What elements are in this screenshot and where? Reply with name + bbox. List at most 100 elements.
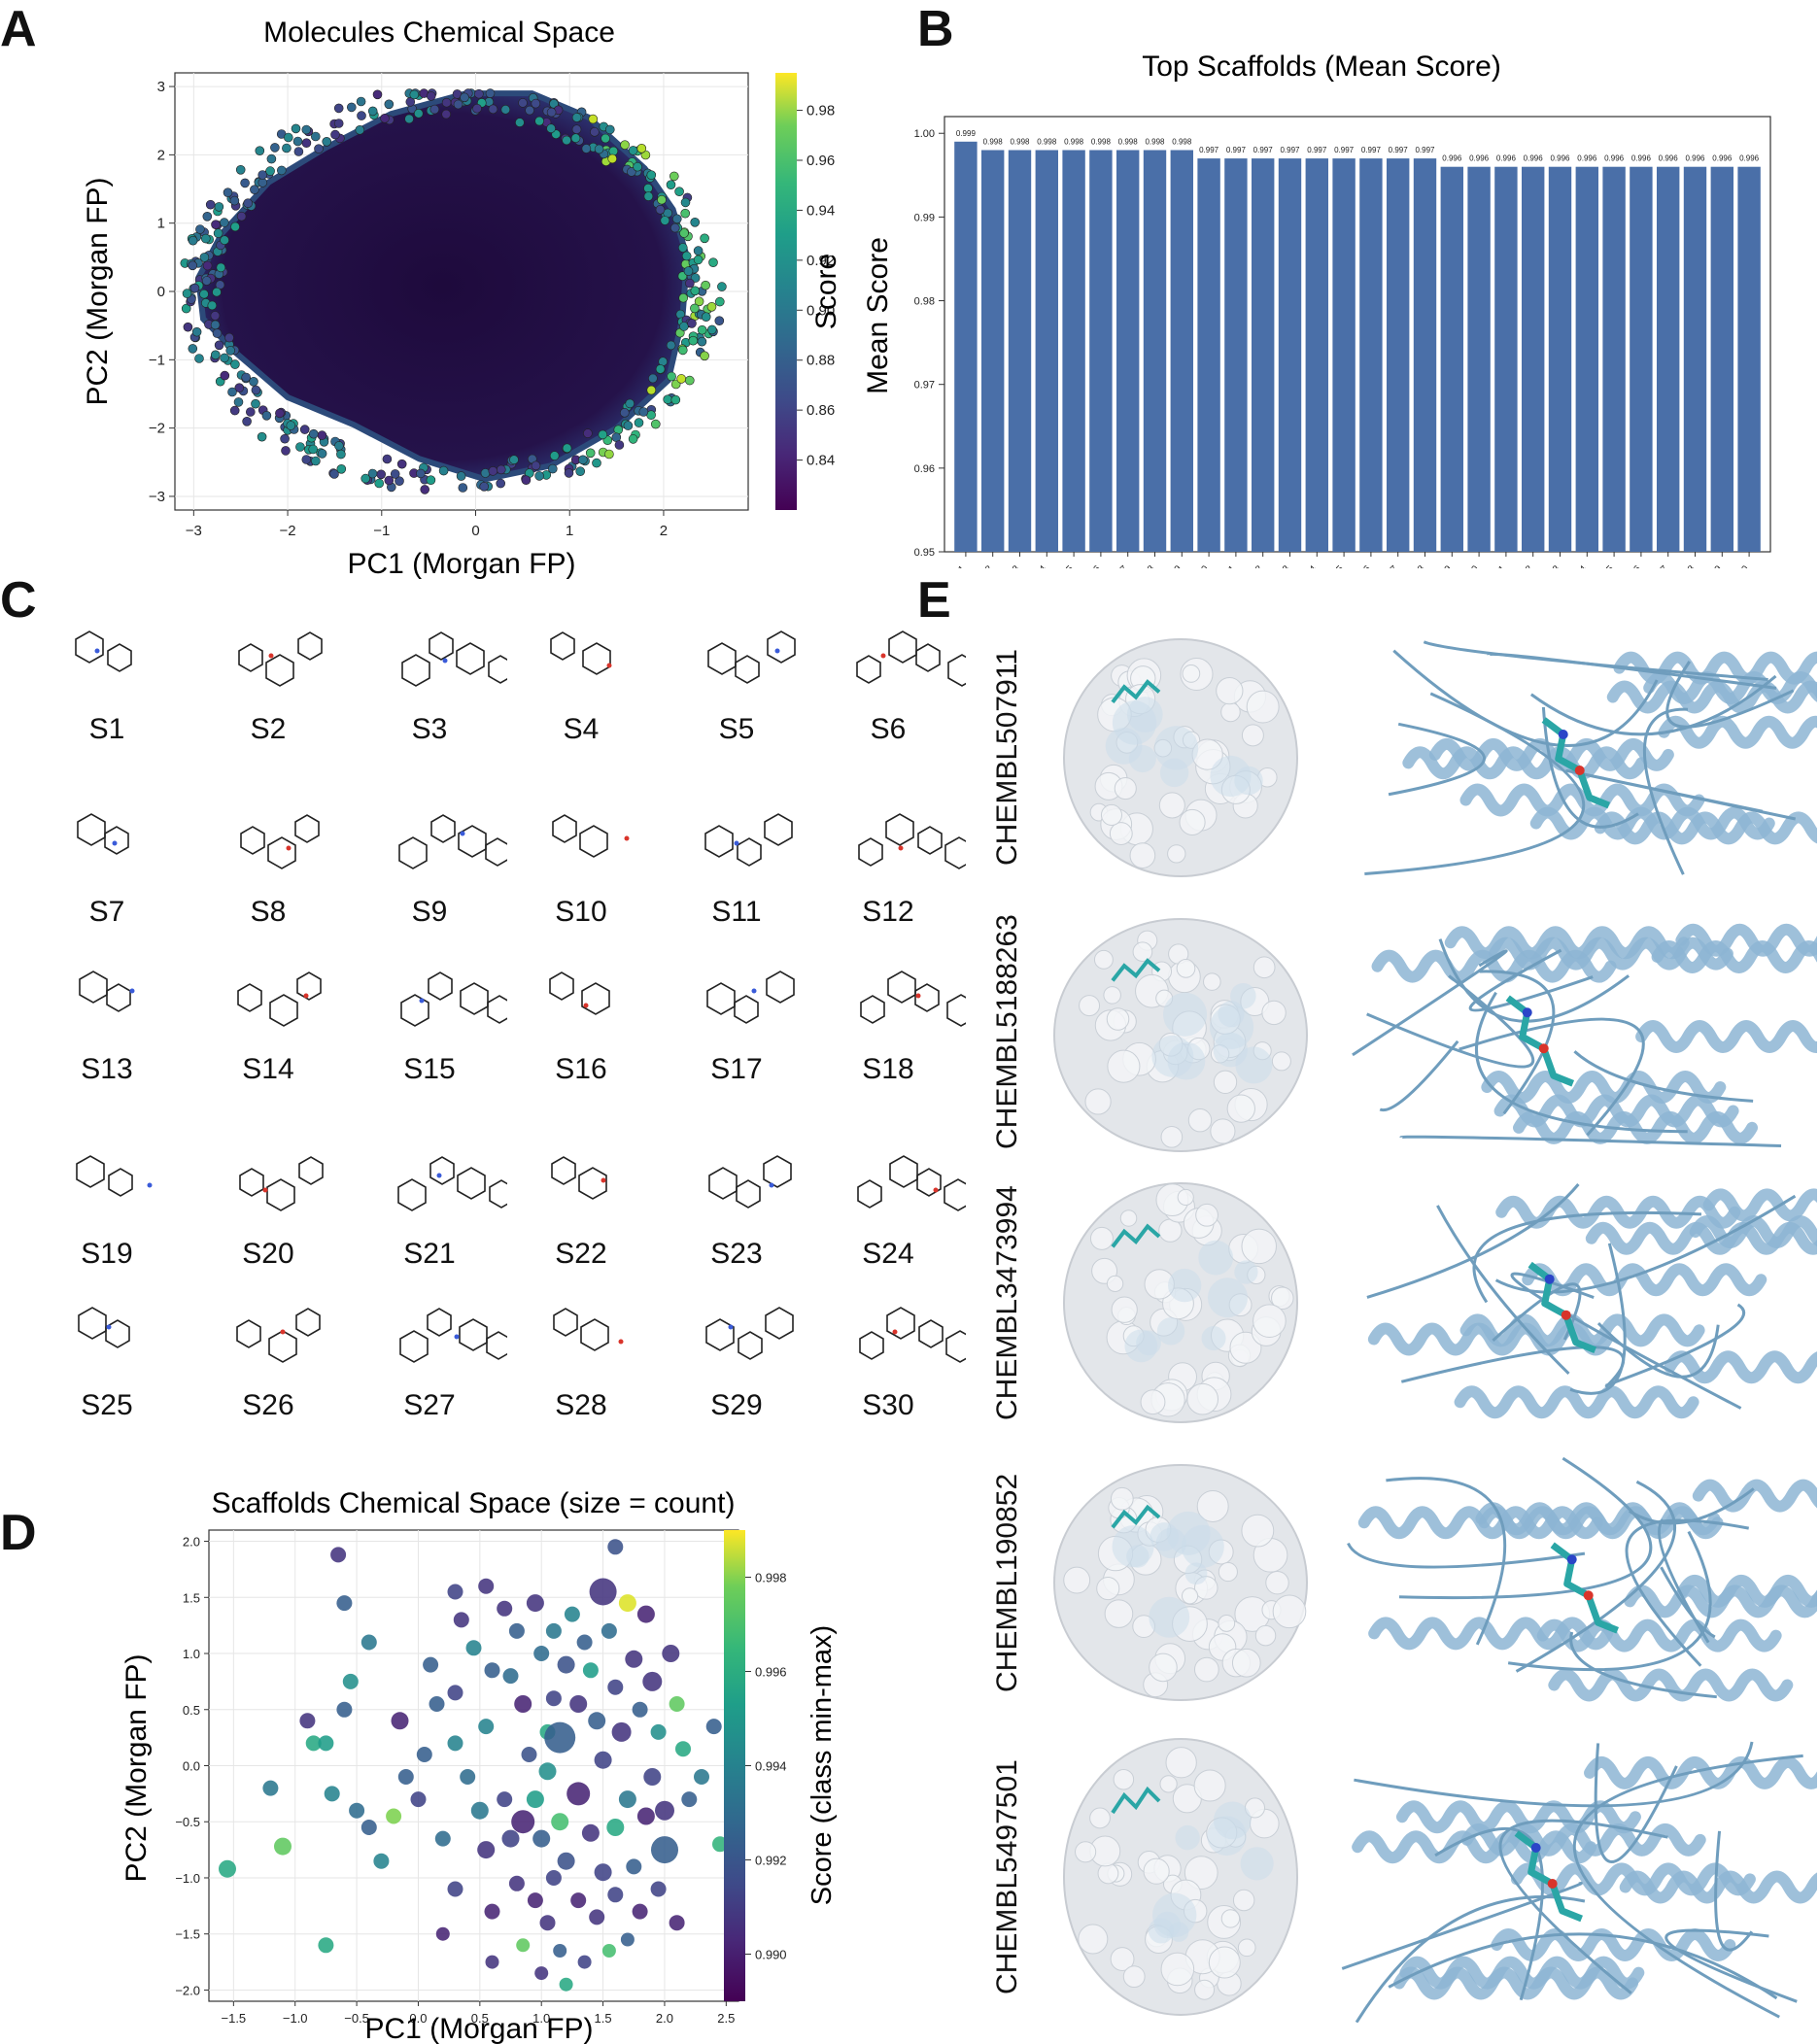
chart-b-data-label: 0.998 <box>1091 137 1112 146</box>
chart-a-point <box>479 481 490 492</box>
chart-d-point <box>681 1791 698 1808</box>
scaffold-bonds <box>79 971 131 1012</box>
scaffold-ring <box>707 642 737 675</box>
chart-a-point <box>575 466 586 477</box>
chart-b-bar <box>1522 166 1545 552</box>
chart-a-point <box>308 444 318 455</box>
chart-d-xtick-label: −0.5 <box>344 2011 369 2026</box>
scaffold-ring <box>885 813 914 846</box>
chart-a-point <box>236 211 247 221</box>
chart-a-point <box>700 233 709 244</box>
chart-a-point <box>633 161 642 172</box>
chart-a-point <box>594 144 604 154</box>
ligand-in-pocket <box>1111 1223 1161 1248</box>
surface-lobe <box>1158 792 1185 819</box>
surface-lobe <box>1093 949 1114 970</box>
loop <box>1605 1303 1745 1387</box>
scaffold-bonds <box>705 1307 794 1360</box>
surface-lobe <box>1063 1566 1091 1594</box>
chart-d-ytick-label: 0.5 <box>183 1703 200 1718</box>
chart-b-ytick-label: 1.00 <box>914 128 935 140</box>
chart-b-data-label: 0.996 <box>1659 154 1679 163</box>
chart-b-bar <box>1494 166 1518 552</box>
protein-cartoon-view <box>1364 640 1817 875</box>
chart-d-point <box>484 1903 500 1920</box>
scaffold-ring <box>889 1155 918 1188</box>
chart-a-point <box>336 449 346 460</box>
scaffold-ring <box>236 1319 261 1348</box>
chart-a-colorbar-tick-label: 0.96 <box>807 153 835 169</box>
scaffold-ring <box>765 1307 794 1340</box>
chart-a-point <box>261 410 272 421</box>
chart-a-ytick-label: −1 <box>149 352 165 368</box>
chart-a-point <box>472 103 482 114</box>
chart-a-point <box>643 191 654 201</box>
chart-a-point <box>687 319 697 328</box>
chart-a-point <box>210 320 221 330</box>
chart-d-point <box>485 1955 499 1969</box>
surface-lobe <box>1114 777 1137 801</box>
chart-a-xtick-label: 0 <box>471 523 479 539</box>
chart-a-point <box>257 431 267 442</box>
chart-b-bar <box>1657 166 1680 552</box>
chart-a-point <box>714 296 725 307</box>
protein-cartoon-view <box>1366 1183 1817 1419</box>
loop <box>1436 1205 1570 1376</box>
loop <box>1479 970 1556 1115</box>
scaffold-ring <box>918 1319 944 1348</box>
chart-a-point <box>301 124 312 135</box>
chart-d-point <box>497 1600 513 1617</box>
chart-a-point <box>376 469 387 480</box>
surface-lobe <box>1159 1775 1178 1793</box>
chart-a-point <box>216 262 226 273</box>
chart-a-point <box>301 455 312 464</box>
chart-a-ytick-label: 1 <box>157 216 165 232</box>
chart-d-ytick-label: 0.0 <box>183 1759 200 1774</box>
chart-a-point <box>416 468 426 479</box>
loop <box>1529 674 1777 736</box>
chart-a-colorbar-tick-label: 0.94 <box>807 202 835 219</box>
chart-b-xtick-label: S25 <box>1596 563 1617 568</box>
ligand-in-pocket <box>1111 1504 1161 1529</box>
scaffold-ring <box>579 825 608 858</box>
chart-b-xtick-label: S8 <box>1141 563 1157 568</box>
scaffold-label: S2 <box>250 713 287 745</box>
scaffold-structure-s5 <box>707 630 796 684</box>
scaffold-label: S11 <box>711 896 762 928</box>
helix <box>1475 1502 1721 1536</box>
chart-d-point <box>497 1791 513 1808</box>
scaffold-grid: S1 S2 S3 S4 S5 S6 S7 S8 S9 S10 S11 S12 S13 S14 S15 S16 S… <box>39 622 966 1428</box>
chart-a-point <box>708 257 718 268</box>
scaffold-ring <box>886 1307 915 1340</box>
loop <box>1507 1530 1712 1672</box>
chart-a-colorbar-tick-label: 0.98 <box>807 103 835 119</box>
surface-patch <box>1156 1317 1185 1346</box>
chart-a-point <box>255 146 265 155</box>
scaffold-label: S9 <box>411 896 448 928</box>
scaffold-structure-s20 <box>239 1156 324 1211</box>
loop <box>1665 1928 1798 2003</box>
loop <box>1541 706 1639 829</box>
surface-patch <box>1198 1240 1234 1276</box>
scaffold-ring <box>549 971 574 1001</box>
ligand-nitrogen <box>1558 730 1568 739</box>
surface-patch <box>1136 1330 1161 1356</box>
helix <box>1491 1928 1736 1961</box>
surface-lobe <box>1179 808 1206 835</box>
ligand-nitrogen <box>1522 1007 1532 1018</box>
chart-b-data-label: 0.996 <box>1577 154 1597 163</box>
chart-a-point <box>515 118 525 127</box>
protein-surface-view <box>1053 918 1308 1152</box>
chart-b-ticks: S1 S2 S3 S4 S5 S6 S7 S8 S9 S10 S11 S12 S13 S14 S15 S16 S… <box>914 128 1752 568</box>
chart-a-point <box>697 336 707 347</box>
surface-lobe <box>1122 1965 1146 1989</box>
chart-a-point <box>357 111 366 120</box>
surface-lobe <box>1253 956 1276 979</box>
scaffold-bonds <box>397 1156 507 1211</box>
helix <box>1548 1668 1794 1702</box>
chart-a-point <box>474 88 484 99</box>
chart-a-point <box>234 383 245 393</box>
loop <box>1438 938 1630 1023</box>
surface-lobe <box>1177 1188 1194 1207</box>
